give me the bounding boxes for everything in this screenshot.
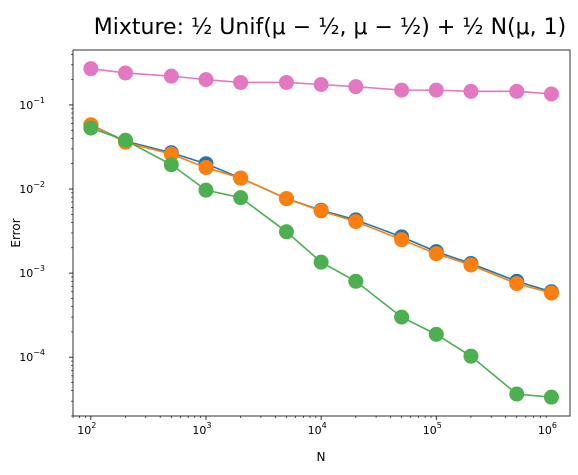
- series-layer: [83, 61, 559, 405]
- data-point: [313, 76, 329, 92]
- series-1: [83, 61, 559, 102]
- data-point: [509, 83, 525, 99]
- data-point: [163, 146, 179, 162]
- data-point: [117, 65, 133, 81]
- data-point: [163, 68, 179, 84]
- series-4: [83, 120, 559, 405]
- x-tick-label: 106: [538, 421, 557, 437]
- data-point: [83, 61, 99, 77]
- data-point: [278, 224, 294, 240]
- data-point: [509, 276, 525, 292]
- data-point: [233, 74, 249, 90]
- chart-title: Mixture: ½ Unif(μ − ½, μ − ½) + ½ N(μ, 1…: [94, 15, 566, 40]
- x-tick-label: 102: [77, 421, 96, 437]
- data-point: [313, 203, 329, 219]
- y-axis-label: Error: [9, 218, 23, 247]
- data-point: [163, 157, 179, 173]
- data-point: [348, 273, 364, 289]
- data-point: [83, 120, 99, 136]
- data-point: [428, 326, 444, 342]
- y-axis-ticks: 10−1 10−2 10−3 10−4: [19, 54, 73, 417]
- data-point: [348, 79, 364, 95]
- data-point: [543, 389, 559, 405]
- data-point: [348, 214, 364, 230]
- data-point: [233, 170, 249, 186]
- data-point: [463, 257, 479, 273]
- data-point: [509, 386, 525, 402]
- x-tick-label: 105: [423, 421, 442, 437]
- data-point: [394, 82, 410, 98]
- y-tick-label: 10−2: [19, 180, 45, 196]
- x-axis-ticks: 102 103 104 105 106: [72, 416, 557, 437]
- data-point: [198, 160, 214, 176]
- data-point: [428, 246, 444, 262]
- data-point: [543, 86, 559, 102]
- data-point: [428, 82, 444, 98]
- data-point: [117, 132, 133, 148]
- x-tick-label: 103: [192, 421, 211, 437]
- series-3: [83, 117, 559, 301]
- data-point: [198, 182, 214, 198]
- data-point: [463, 83, 479, 99]
- x-tick-label: 104: [308, 421, 327, 437]
- data-point: [278, 191, 294, 207]
- y-tick-label: 10−1: [19, 96, 45, 112]
- data-point: [463, 348, 479, 364]
- data-point: [313, 254, 329, 270]
- data-point: [543, 285, 559, 301]
- data-point: [233, 190, 249, 206]
- data-point: [394, 232, 410, 248]
- data-point: [198, 72, 214, 88]
- plot-area-frame: [72, 49, 571, 417]
- y-tick-label: 10−4: [19, 348, 45, 364]
- x-axis-label: N: [317, 450, 326, 464]
- data-point: [394, 309, 410, 325]
- y-tick-label: 10−3: [19, 264, 45, 280]
- data-point: [278, 74, 294, 90]
